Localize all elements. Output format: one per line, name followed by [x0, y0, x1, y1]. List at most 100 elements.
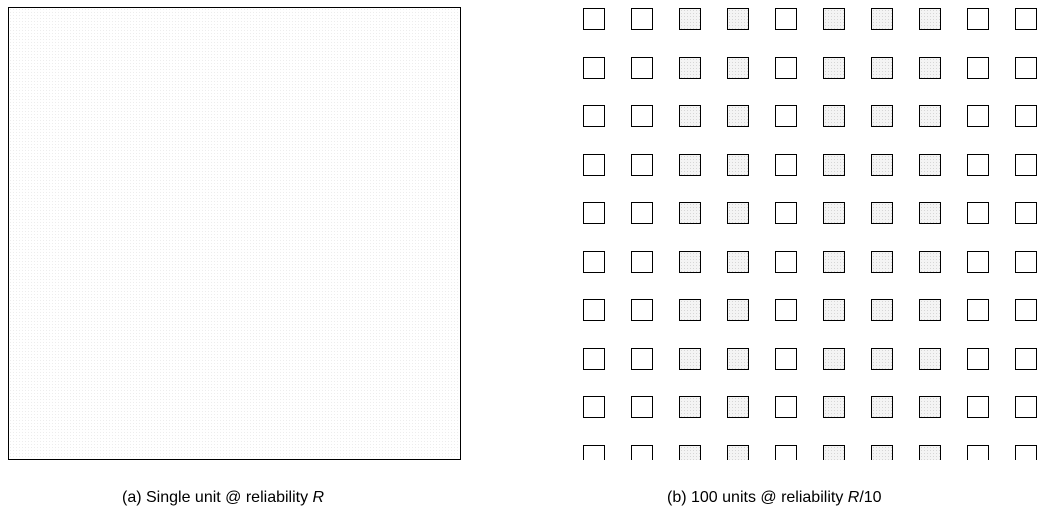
unit-square [679, 202, 701, 224]
unit-square [871, 250, 893, 273]
unit-square [1015, 153, 1037, 176]
unit-square [583, 56, 605, 79]
unit-square [967, 105, 989, 127]
caption-b: (b) 100 units @ reliability R/10 [667, 488, 882, 508]
unit-square [583, 250, 605, 273]
unit-square [871, 8, 893, 30]
single-unit-square [8, 7, 461, 460]
unit-square [583, 105, 605, 127]
unit-square [583, 396, 605, 418]
unit-square [967, 396, 989, 418]
unit-square [583, 153, 605, 176]
unit-square [967, 153, 989, 176]
unit-square [679, 299, 701, 321]
unit-square [919, 105, 941, 127]
unit-square [871, 444, 893, 460]
unit-square [967, 56, 989, 79]
unit-square [1015, 8, 1037, 30]
unit-square [679, 8, 701, 30]
unit-square [631, 153, 653, 176]
unit-square [727, 153, 749, 176]
unit-square [823, 153, 845, 176]
unit-square [1015, 202, 1037, 224]
unit-square [871, 202, 893, 224]
unit-square [919, 153, 941, 176]
unit-square [1015, 56, 1037, 79]
unit-square [919, 396, 941, 418]
unit-square [871, 396, 893, 418]
unit-square [967, 299, 989, 321]
unit-square [679, 347, 701, 370]
unit-square [727, 250, 749, 273]
unit-square [727, 8, 749, 30]
unit-square [679, 396, 701, 418]
unit-square [823, 56, 845, 79]
unit-square [679, 444, 701, 460]
unit-square [823, 444, 845, 460]
unit-square [631, 202, 653, 224]
unit-square [631, 250, 653, 273]
unit-square [775, 444, 797, 460]
unit-square [919, 8, 941, 30]
unit-square [727, 396, 749, 418]
caption-b-variable: R [847, 489, 860, 506]
unit-square [871, 299, 893, 321]
unit-square [1015, 347, 1037, 370]
unit-square [823, 202, 845, 224]
caption-a-variable: R [312, 489, 325, 506]
unit-square [679, 105, 701, 127]
unit-square [583, 8, 605, 30]
unit-square [823, 347, 845, 370]
unit-square [919, 299, 941, 321]
unit-square [1015, 250, 1037, 273]
unit-square [1015, 105, 1037, 127]
unit-square [823, 299, 845, 321]
unit-square [631, 299, 653, 321]
unit-square [775, 396, 797, 418]
unit-square [919, 444, 941, 460]
unit-square [871, 56, 893, 79]
caption-b-suffix: /10 [859, 489, 882, 506]
unit-square [775, 56, 797, 79]
unit-square [727, 202, 749, 224]
unit-square [727, 299, 749, 321]
unit-square [631, 105, 653, 127]
unit-square [631, 8, 653, 30]
unit-square [967, 444, 989, 460]
unit-square [871, 105, 893, 127]
unit-square [919, 202, 941, 224]
unit-square [823, 8, 845, 30]
unit-square [727, 347, 749, 370]
unit-square [871, 347, 893, 370]
unit-square [967, 347, 989, 370]
unit-square [727, 56, 749, 79]
unit-square [823, 105, 845, 127]
unit-square [775, 153, 797, 176]
unit-square [727, 444, 749, 460]
unit-square [631, 396, 653, 418]
hundred-units-grid [583, 7, 1037, 460]
unit-square [775, 250, 797, 273]
unit-square [631, 444, 653, 460]
unit-square [775, 202, 797, 224]
unit-square [871, 153, 893, 176]
unit-square [1015, 299, 1037, 321]
unit-square [583, 299, 605, 321]
unit-square [679, 56, 701, 79]
unit-square [1015, 396, 1037, 418]
unit-square [919, 56, 941, 79]
unit-square [775, 105, 797, 127]
unit-square [631, 56, 653, 79]
unit-square [583, 202, 605, 224]
unit-square [919, 250, 941, 273]
unit-square [583, 347, 605, 370]
caption-a-prefix: (a) Single unit @ reliability [122, 489, 313, 506]
unit-square [967, 202, 989, 224]
unit-square [727, 105, 749, 127]
unit-square [1015, 444, 1037, 460]
unit-square [631, 347, 653, 370]
unit-square [919, 347, 941, 370]
unit-square [775, 8, 797, 30]
unit-square [967, 250, 989, 273]
unit-square [679, 250, 701, 273]
